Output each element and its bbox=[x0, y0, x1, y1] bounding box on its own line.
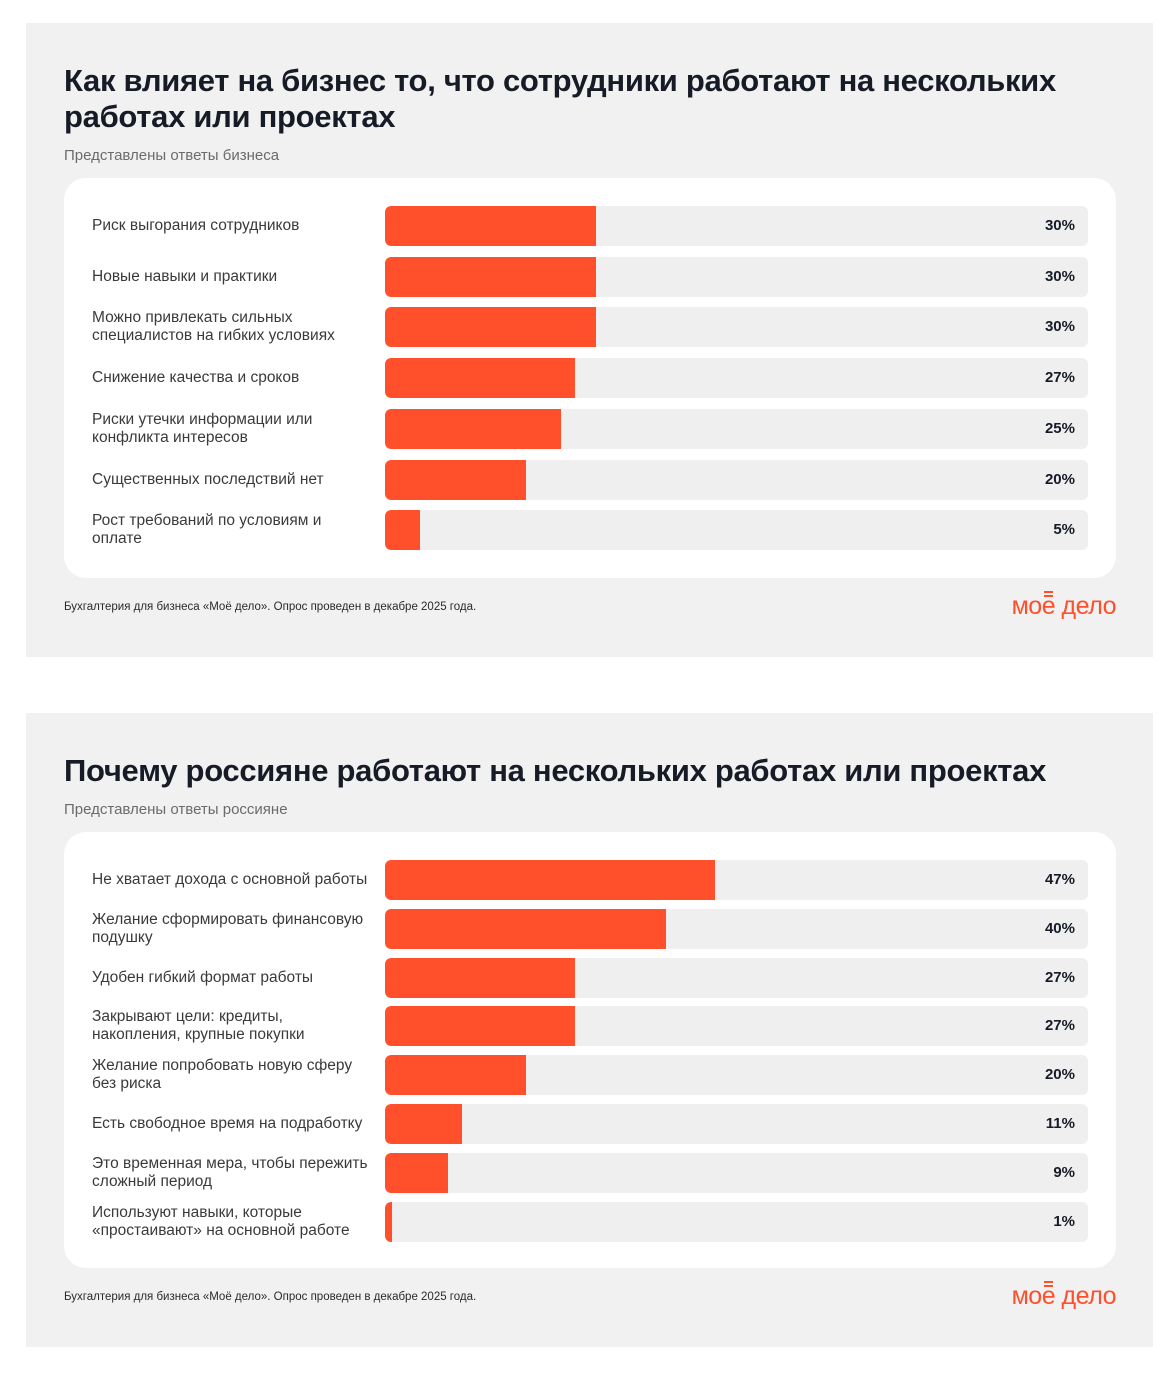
bar-label: Существенных последствий нет bbox=[92, 470, 324, 488]
bar-row: Новые навыки и практики 30% bbox=[64, 256, 1116, 297]
bar-value-label: 11% bbox=[1045, 1115, 1075, 1132]
bar bbox=[385, 510, 421, 551]
bar-value-label: 30% bbox=[1044, 267, 1075, 285]
bar bbox=[385, 1104, 463, 1144]
bar-row: Это временная мера, чтобы пережить сложн… bbox=[64, 1152, 1116, 1193]
bar-label: Можно привлекать сильных специалистов на… bbox=[92, 309, 335, 345]
bar-track: 5% bbox=[385, 510, 1088, 551]
bar-row: Можно привлекать сильных специалистов на… bbox=[64, 307, 1116, 348]
brand-logo: мое дело bbox=[1011, 1281, 1117, 1310]
bar-value-label: 30% bbox=[1044, 318, 1075, 336]
chart-title: Как влияет на бизнес то, что сотрудники … bbox=[64, 63, 1056, 134]
bar-value-label: 9% bbox=[1053, 1163, 1075, 1181]
source-footnote: Бухгалтерия для бизнеса «Моё дело». Опро… bbox=[64, 1291, 477, 1303]
chart-subtitle: Представлены ответы россияне bbox=[64, 801, 288, 818]
chart-card: Риск выгорания сотрудников 30% Новые навык… bbox=[64, 178, 1116, 578]
bar-label: Это временная мера, чтобы пережить сложн… bbox=[92, 1154, 368, 1190]
bar-label: Желание попробовать новую сферу без риск… bbox=[92, 1057, 353, 1093]
bar-label: Снижение качества и сроков bbox=[92, 369, 300, 387]
bar-track: 27% bbox=[385, 1006, 1088, 1047]
bar-track: 9% bbox=[385, 1152, 1088, 1193]
chart-panel-business: Как влияет на бизнес то, что сотрудники … bbox=[26, 23, 1153, 657]
bar-track: 25% bbox=[385, 408, 1088, 449]
bar-value-label: 40% bbox=[1044, 919, 1075, 937]
bar-track: 27% bbox=[385, 957, 1088, 998]
bar bbox=[385, 1152, 449, 1193]
bar-track: 27% bbox=[385, 358, 1088, 399]
bar bbox=[385, 908, 667, 949]
bar-value-label: 30% bbox=[1044, 217, 1075, 234]
bar bbox=[385, 860, 716, 900]
bar-value-label: 20% bbox=[1044, 470, 1075, 488]
bar-row: Закрывают цели: кредиты, накопления, кру… bbox=[64, 1006, 1116, 1047]
bar-track: 30% bbox=[385, 307, 1088, 348]
bar-track: 20% bbox=[385, 1055, 1088, 1096]
bar-label: Закрывают цели: кредиты, накопления, кру… bbox=[92, 1008, 305, 1044]
bar-row: Не хватает дохода с основной работы 47% bbox=[64, 860, 1116, 900]
bar-track: 1% bbox=[385, 1201, 1088, 1242]
brand-logo: мое дело bbox=[1011, 591, 1117, 620]
bar-label: Риск выгорания сотрудников bbox=[92, 217, 300, 234]
bar-row: Используют навыки, которые «простаивают»… bbox=[64, 1201, 1116, 1242]
bar-row: Желание сформировать финансовую подушку 4… bbox=[64, 908, 1116, 949]
bar-row: Рост требований по условиям и оплате 5% bbox=[64, 510, 1116, 551]
bar-label: Не хватает дохода с основной работы bbox=[92, 871, 368, 888]
bar-row: Желание попробовать новую сферу без риск… bbox=[64, 1055, 1116, 1096]
bar-row: Снижение качества и сроков 27% bbox=[64, 358, 1116, 399]
bar bbox=[385, 307, 596, 348]
bar-value-label: 27% bbox=[1044, 369, 1075, 387]
bar bbox=[385, 358, 575, 399]
bar-value-label: 1% bbox=[1053, 1212, 1075, 1230]
bar-track: 30% bbox=[385, 256, 1088, 297]
bar bbox=[385, 459, 526, 500]
bar bbox=[385, 206, 596, 246]
bar-value-label: 25% bbox=[1044, 419, 1075, 437]
bar-track: 30% bbox=[385, 206, 1088, 246]
bar-value-label: 20% bbox=[1044, 1066, 1075, 1084]
bar-value-label: 5% bbox=[1053, 521, 1075, 539]
bar-row: Удобен гибкий формат работы 27% bbox=[64, 957, 1116, 998]
bar-track: 47% bbox=[385, 860, 1088, 900]
chart-card: Не хватает дохода с основной работы 47% Же… bbox=[64, 832, 1116, 1268]
chart-subtitle: Представлены ответы бизнеса bbox=[64, 147, 280, 164]
bar-label: Удобен гибкий формат работы bbox=[92, 968, 314, 986]
bar-track: 40% bbox=[385, 908, 1088, 949]
bar-track: 11% bbox=[385, 1104, 1088, 1144]
bar bbox=[385, 256, 596, 297]
bar-value-label: 27% bbox=[1044, 968, 1075, 986]
chart-title: Почему россияне работают на нескольких р… bbox=[64, 753, 1047, 788]
bar-label: Риски утечки информации или конфликта ин… bbox=[92, 410, 313, 446]
bar bbox=[385, 1006, 575, 1047]
bar-value-label: 27% bbox=[1044, 1017, 1075, 1035]
bar-row: Риск выгорания сотрудников 30% bbox=[64, 206, 1116, 246]
chart-panel-russians: Почему россияне работают на нескольких р… bbox=[26, 713, 1153, 1347]
source-footnote: Бухгалтерия для бизнеса «Моё дело». Опро… bbox=[64, 601, 477, 613]
bar-label: Рост требований по условиям и оплате bbox=[92, 512, 322, 548]
bar bbox=[385, 408, 561, 449]
bar-label: Используют навыки, которые «простаивают»… bbox=[92, 1203, 350, 1239]
bar-row: Есть свободное время на подработку 11% bbox=[64, 1104, 1116, 1144]
bar-row: Существенных последствий нет 20% bbox=[64, 459, 1116, 500]
bar bbox=[385, 1201, 393, 1242]
bar bbox=[385, 957, 575, 998]
bar bbox=[385, 1055, 526, 1096]
bar-track: 20% bbox=[385, 459, 1088, 500]
bar-value-label: 47% bbox=[1044, 871, 1075, 888]
bar-label: Есть свободное время на подработку bbox=[92, 1115, 363, 1132]
bar-row: Риски утечки информации или конфликта ин… bbox=[64, 408, 1116, 449]
bar-label: Новые навыки и практики bbox=[92, 267, 278, 285]
bar-label: Желание сформировать финансовую подушку bbox=[92, 910, 364, 946]
